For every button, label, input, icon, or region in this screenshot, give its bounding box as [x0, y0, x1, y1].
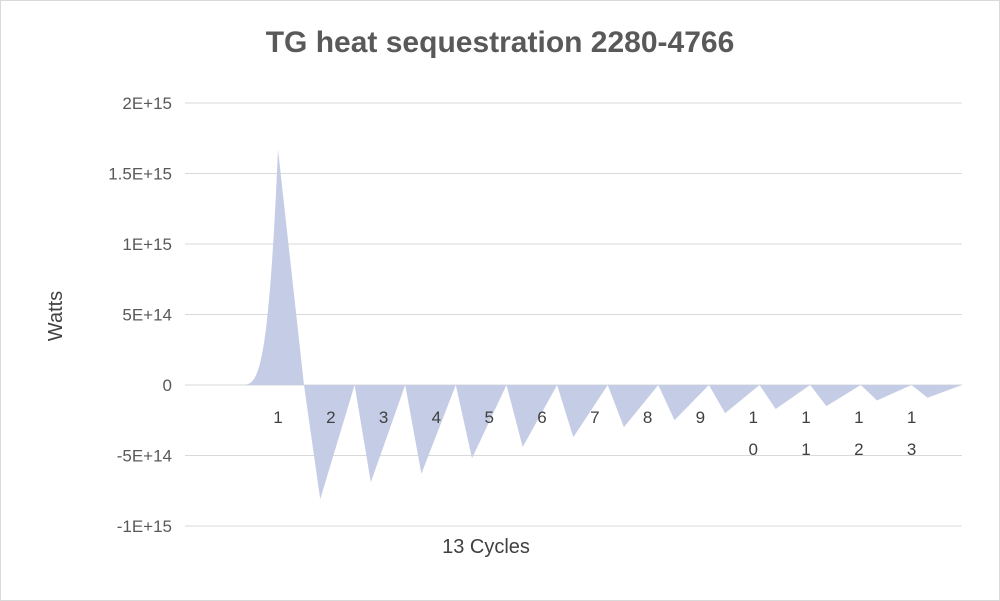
- area-segment: [810, 385, 861, 407]
- y-tick-label: -5E+14: [117, 447, 172, 466]
- series-area: [238, 149, 962, 500]
- y-axis-label: Watts: [45, 291, 67, 341]
- area-segment: [759, 385, 811, 409]
- y-tick-label: 1.5E+15: [108, 165, 172, 184]
- x-category-label: 1: [273, 408, 282, 427]
- area-segment: [607, 385, 659, 428]
- x-category-label: 6: [537, 408, 546, 427]
- x-axis-label: 13 Cycles: [442, 536, 530, 558]
- y-tick-label: -1E+15: [117, 517, 172, 536]
- area-segment: [354, 385, 406, 483]
- chart-title: TG heat sequestration 2280-4766: [265, 26, 735, 59]
- y-tick-label: 5E+14: [122, 306, 172, 325]
- x-category-label: 4: [432, 408, 441, 427]
- area-segment: [455, 385, 507, 459]
- x-category-label: 7: [590, 408, 599, 427]
- area-segment: [911, 385, 962, 398]
- x-axis-categories: 1 2 3 4 5 6 7 8 9 1 01 11 21 3: [273, 408, 916, 459]
- area-segment: [557, 385, 608, 438]
- area-segment: [658, 385, 709, 421]
- x-category-label: 5: [484, 408, 493, 427]
- gridlines: [185, 102, 962, 527]
- area-segment: [304, 385, 355, 500]
- y-tick-label: 2E+15: [122, 94, 172, 113]
- x-category-label: 8: [643, 408, 652, 427]
- area-segment: [708, 385, 760, 414]
- x-category-label: 2: [326, 408, 335, 427]
- y-axis-ticks: 2E+15 1.5E+15 1E+15 5E+14 0 -5E+14 -1E+15: [108, 94, 172, 536]
- area-segment: [860, 385, 912, 401]
- x-category-label: 3: [379, 408, 388, 427]
- area-segment: [238, 149, 304, 385]
- y-tick-label: 0: [163, 376, 172, 395]
- area-segment: [405, 385, 456, 474]
- x-category-label: 9: [696, 408, 705, 427]
- y-tick-label: 1E+15: [122, 235, 172, 254]
- area-segment: [506, 385, 558, 447]
